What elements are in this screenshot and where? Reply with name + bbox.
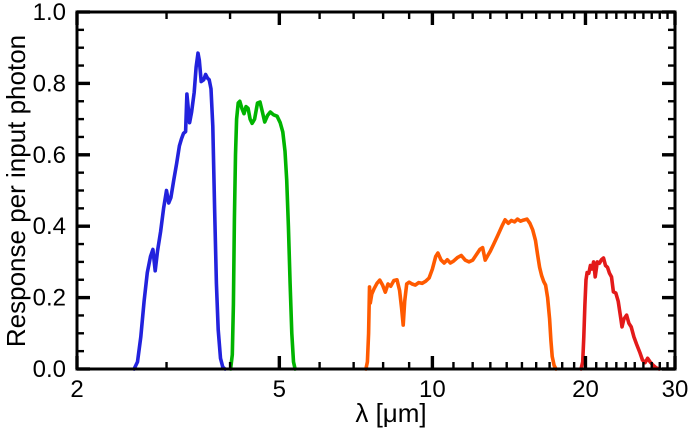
curve-band-4.6um-green bbox=[228, 99, 297, 371]
x-tick-label: 10 bbox=[419, 376, 446, 403]
tick-marks bbox=[75, 10, 677, 371]
x-tick-label: 30 bbox=[662, 376, 689, 403]
series-layer bbox=[132, 51, 661, 371]
x-axis-label: λ [μm] bbox=[355, 398, 426, 428]
x-tick-label: 2 bbox=[70, 376, 83, 403]
y-tick-label: 0.2 bbox=[33, 285, 66, 312]
y-axis-label: Response per input photon bbox=[1, 35, 31, 347]
curve-band-22um-red bbox=[579, 256, 661, 371]
y-tick-label: 0.4 bbox=[33, 213, 66, 240]
y-tick-label: 0.6 bbox=[33, 142, 66, 169]
y-tick-label: 1.0 bbox=[33, 0, 66, 26]
curve-band-12um-orange bbox=[364, 217, 558, 371]
tick-labels: 2 5 10 20 30 0.0 0.2 0.4 0.6 0.8 1.0 bbox=[33, 0, 689, 403]
x-tick-label: 20 bbox=[572, 376, 599, 403]
curve-band-3.4um-blue bbox=[132, 51, 227, 371]
y-tick-label: 0.0 bbox=[33, 356, 66, 383]
y-tick-label: 0.8 bbox=[33, 70, 66, 97]
x-tick-label: 5 bbox=[273, 376, 286, 403]
